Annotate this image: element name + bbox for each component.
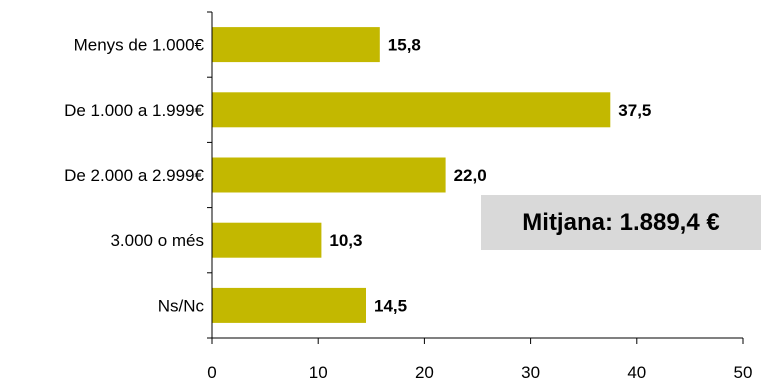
data-label-0: 15,8 [388,36,421,55]
data-label-4: 14,5 [374,296,407,315]
x-tick-label-5: 50 [734,363,753,382]
category-label-3: 3.000 o més [110,231,204,250]
data-label-1: 37,5 [618,101,651,120]
x-tick-label-2: 20 [415,363,434,382]
bar-0 [212,27,380,63]
average-annotation: Mitjana: 1.889,4 € [481,195,761,250]
labels: Menys de 1.000€ 15,8 De 1.000 a 1.999€ 37,5… [64,36,752,382]
category-label-0: Menys de 1.000€ [74,36,205,55]
category-label-1: De 1.000 a 1.999€ [64,101,204,120]
category-label-2: De 2.000 a 2.999€ [64,166,204,185]
x-tick-label-3: 30 [521,363,540,382]
x-tick-label-0: 0 [207,363,216,382]
x-tick-label-1: 10 [309,363,328,382]
data-label-2: 22,0 [454,166,487,185]
bar-1 [212,92,611,128]
bars [212,27,611,323]
axes [207,11,744,344]
category-label-4: Ns/Nc [158,296,205,315]
bar-2 [212,157,446,193]
bar-4 [212,287,366,323]
x-tick-label-4: 40 [627,363,646,382]
data-label-3: 10,3 [329,231,362,250]
average-annotation-text: Mitjana: 1.889,4 € [522,208,720,236]
bar-3 [212,222,322,258]
